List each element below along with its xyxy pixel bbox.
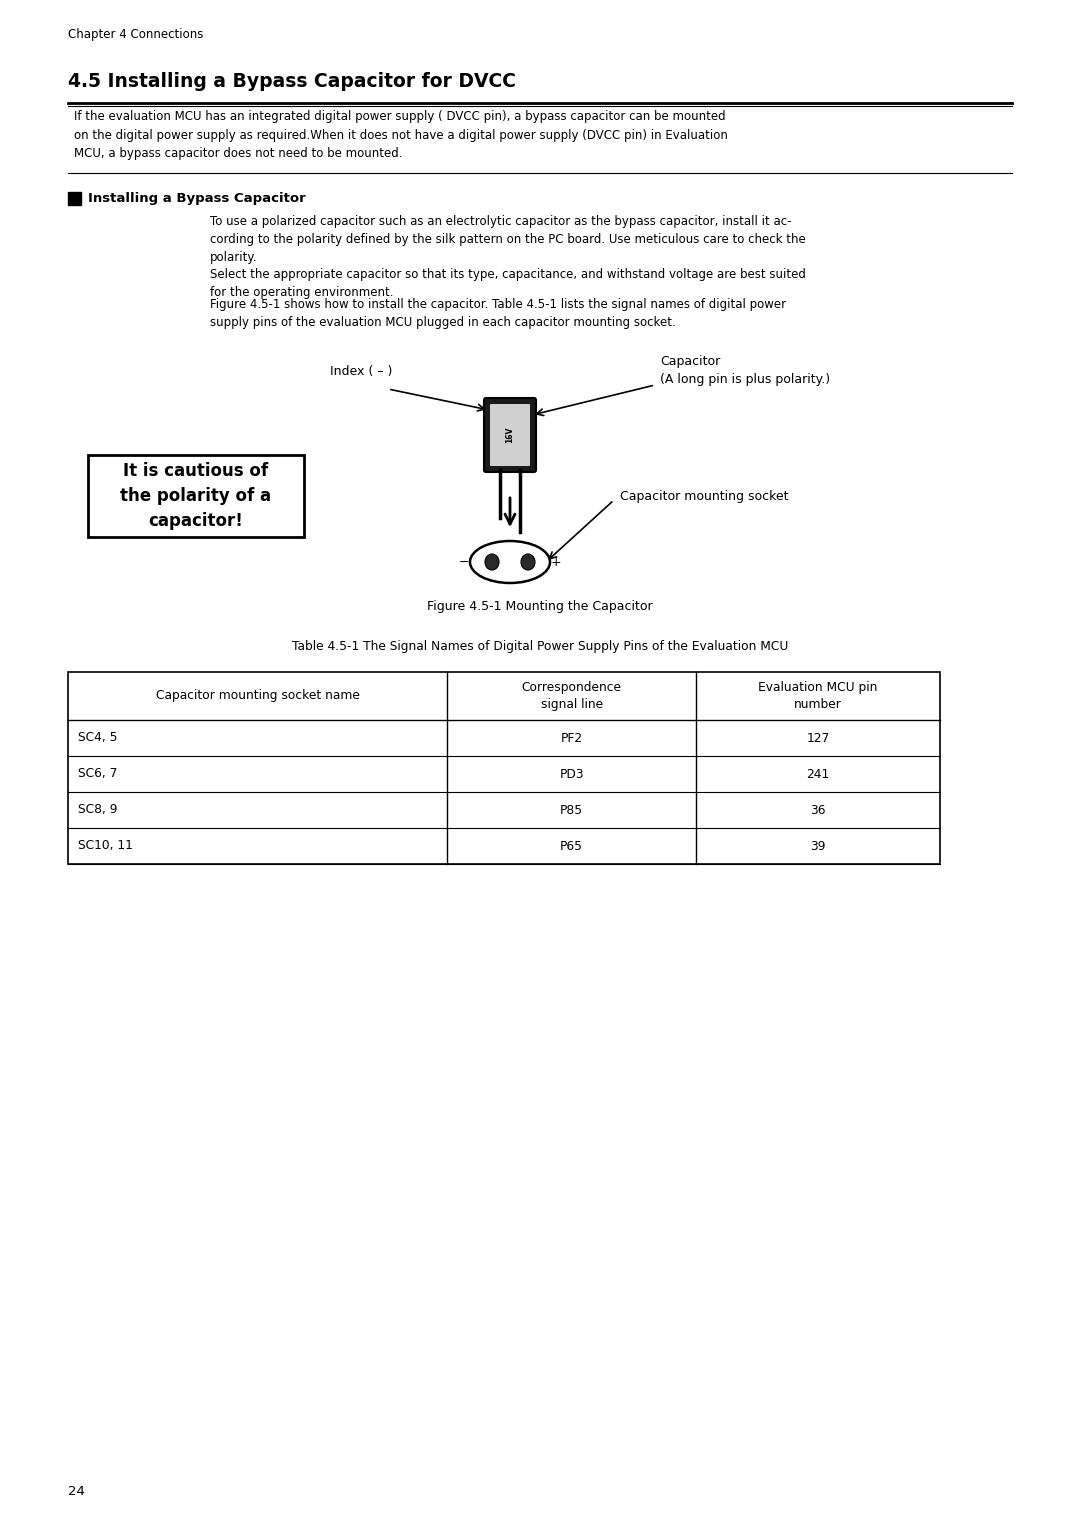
Text: +: + <box>551 556 562 568</box>
Text: P85: P85 <box>561 804 583 816</box>
Text: It is cautious of
the polarity of a
capacitor!: It is cautious of the polarity of a capa… <box>121 461 271 530</box>
FancyBboxPatch shape <box>484 397 536 472</box>
Text: 127: 127 <box>807 732 829 744</box>
Text: Index ( – ): Index ( – ) <box>330 365 392 377</box>
Text: Table 4.5-1 The Signal Names of Digital Power Supply Pins of the Evaluation MCU: Table 4.5-1 The Signal Names of Digital … <box>292 640 788 652</box>
Ellipse shape <box>521 555 535 570</box>
Text: P65: P65 <box>561 839 583 853</box>
Bar <box>68 193 81 205</box>
Text: SC4, 5: SC4, 5 <box>78 732 118 744</box>
Bar <box>68 672 940 863</box>
Text: −: − <box>459 556 469 568</box>
Text: 4.5 Installing a Bypass Capacitor for DVCC: 4.5 Installing a Bypass Capacitor for DV… <box>68 72 516 92</box>
Text: SC10, 11: SC10, 11 <box>78 839 133 853</box>
Ellipse shape <box>485 555 499 570</box>
Text: (A long pin is plus polarity.): (A long pin is plus polarity.) <box>660 373 831 387</box>
Text: 16V: 16V <box>505 426 514 443</box>
Text: SC6, 7: SC6, 7 <box>78 767 118 781</box>
Ellipse shape <box>470 541 550 584</box>
Text: Chapter 4 Connections: Chapter 4 Connections <box>68 28 203 41</box>
Text: Figure 4.5-1 Mounting the Capacitor: Figure 4.5-1 Mounting the Capacitor <box>428 601 652 613</box>
Text: If the evaluation MCU has an integrated digital power supply ( DVCC pin), a bypa: If the evaluation MCU has an integrated … <box>75 110 728 160</box>
Text: To use a polarized capacitor such as an electrolytic capacitor as the bypass cap: To use a polarized capacitor such as an … <box>210 215 806 264</box>
Text: 36: 36 <box>810 804 826 816</box>
Text: Figure 4.5-1 shows how to install the capacitor. Table 4.5-1 lists the signal na: Figure 4.5-1 shows how to install the ca… <box>210 298 786 329</box>
Text: Select the appropriate capacitor so that its type, capacitance, and withstand vo: Select the appropriate capacitor so that… <box>210 267 806 299</box>
Text: PF2: PF2 <box>561 732 582 744</box>
Text: 24: 24 <box>68 1485 85 1497</box>
Text: SC8, 9: SC8, 9 <box>78 804 118 816</box>
Text: Installing a Bypass Capacitor: Installing a Bypass Capacitor <box>87 193 306 205</box>
FancyBboxPatch shape <box>490 403 530 466</box>
Text: Capacitor: Capacitor <box>660 354 720 368</box>
Bar <box>87 455 303 536</box>
Text: Evaluation MCU pin
number: Evaluation MCU pin number <box>758 681 878 711</box>
Text: PD3: PD3 <box>559 767 584 781</box>
Text: Correspondence
signal line: Correspondence signal line <box>522 681 622 711</box>
Text: 241: 241 <box>807 767 829 781</box>
Text: Capacitor mounting socket: Capacitor mounting socket <box>620 490 788 503</box>
Text: 39: 39 <box>810 839 826 853</box>
Text: Capacitor mounting socket name: Capacitor mounting socket name <box>156 689 360 703</box>
